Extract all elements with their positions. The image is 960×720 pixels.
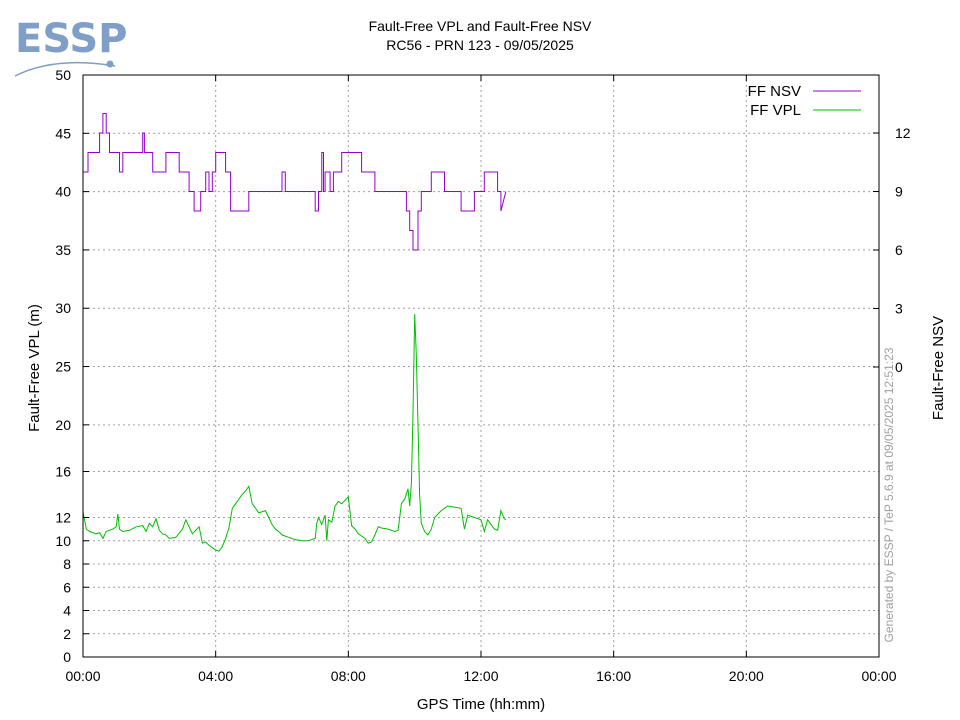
y2-tick-label: 12 [895,125,911,141]
series-line-ff-nsv [83,113,507,251]
x-tick-label: 00:00 [861,668,896,684]
y-tick-label: 35 [55,242,71,258]
y2-tick-label: 9 [895,184,903,200]
y-tick-label: 50 [55,67,71,83]
chart-subtitle: RC56 - PRN 123 - 09/05/2025 [386,37,574,53]
series-layer [82,113,507,552]
y-axis-title: Fault-Free VPL (m) [26,304,43,432]
x-axis-title: GPS Time (hh:mm) [417,696,545,713]
y-tick-label: 2 [63,626,71,642]
y2-tick-label: 3 [895,301,903,317]
y-tick-label: 45 [55,125,71,141]
y-tick-label: 40 [55,184,71,200]
x-tick-label: 20:00 [729,668,764,684]
x-tick-label: 16:00 [596,668,631,684]
y-tick-label: 25 [55,359,71,375]
y2-tick-label: 0 [895,359,903,375]
y-tick-label: 8 [63,556,71,572]
essp-logo: ESSP [14,16,127,77]
ticks: 00:00 04:00 08:00 12:00 16:00 20:00 00:00 0 2 4 6 8… [55,67,910,684]
y-tick-label: 0 [63,649,71,665]
series-line-ff-vpl [82,314,507,552]
logo-text: ESSP [15,16,127,62]
logo-dot [106,60,114,68]
x-tick-label: 12:00 [463,668,498,684]
y-tick-label: 30 [55,300,71,316]
grid [83,75,879,657]
y-tick-label: 10 [55,533,71,549]
legend-label: FF VPL [750,102,801,119]
y-tick-label: 12 [55,510,71,526]
y2-tick-label: 6 [895,242,903,258]
legend: FF NSV FF VPL [748,83,861,119]
y2-axis-title: Fault-Free NSV [930,316,947,420]
y-tick-label: 20 [55,417,71,433]
y-tick-label: 6 [63,579,71,595]
legend-label: FF NSV [748,83,801,100]
logo-swoosh [14,61,116,77]
y-tick-label: 16 [55,464,71,480]
chart-title: Fault-Free VPL and Fault-Free NSV [369,18,592,34]
y-tick-label: 4 [63,603,71,619]
credit-text: Generated by ESSP / TeP 5.6.9 at 09/05/2… [882,347,896,642]
x-tick-label: 00:00 [65,668,100,684]
x-tick-label: 08:00 [331,668,366,684]
x-tick-label: 04:00 [198,668,233,684]
